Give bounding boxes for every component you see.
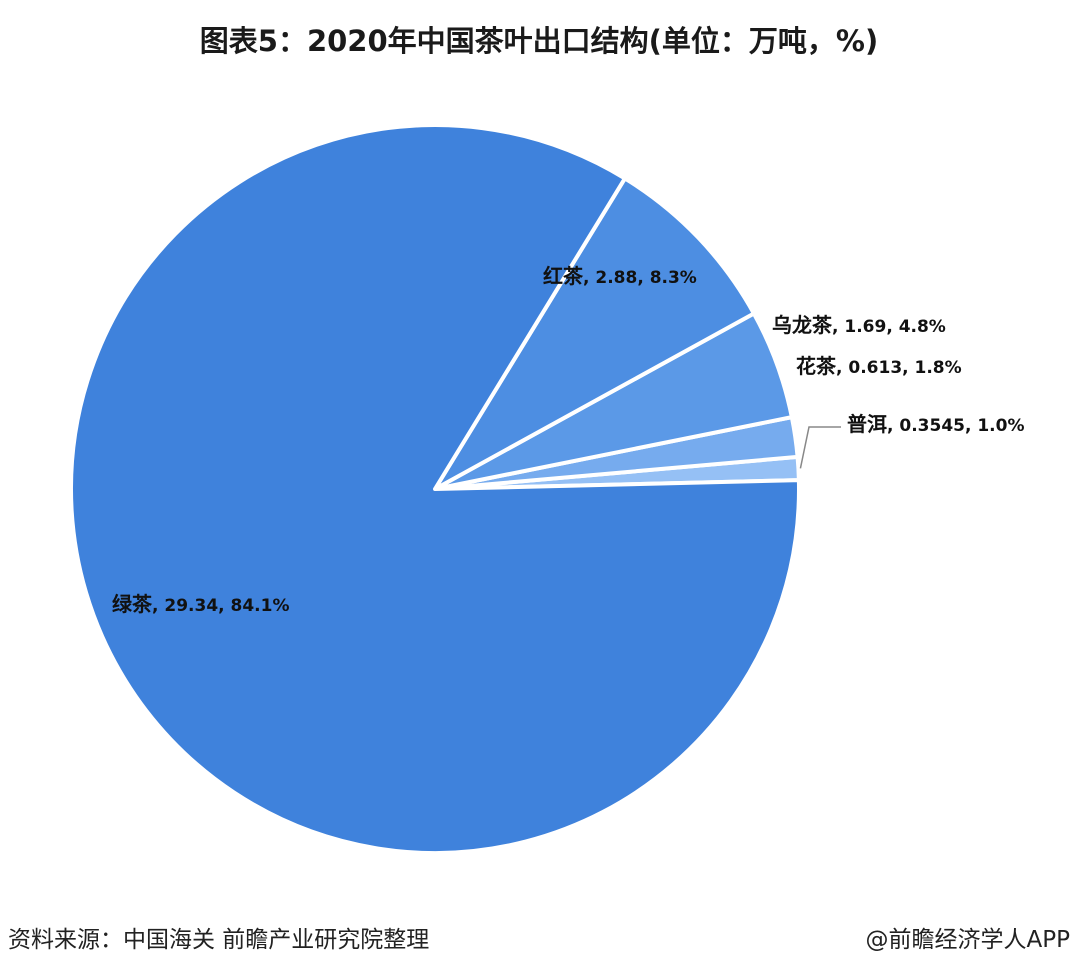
data-label-4: 花茶, 0.613, 1.8% <box>796 354 962 378</box>
pie-slices <box>69 123 801 855</box>
data-label-1: 绿茶, 29.34, 84.1% <box>112 592 290 616</box>
pie-slice-2 <box>433 176 756 491</box>
pie-slice-1 <box>69 123 801 855</box>
data-label-3: 乌龙茶, 1.69, 4.8% <box>772 313 946 337</box>
leader-line-5 <box>799 426 841 469</box>
data-label-2: 红茶, 2.88, 8.3% <box>543 264 697 288</box>
data-label-5: 普洱, 0.3545, 1.0% <box>847 412 1025 436</box>
leader-lines <box>799 426 841 469</box>
source-note: 资料来源：中国海关 前瞻产业研究院整理 <box>8 927 430 953</box>
data-labels: 普洱, 0.3545, 1.0% 花茶, 0.613, 1.8% 乌龙茶, 1.69… <box>112 264 1025 616</box>
credit-note: @前瞻经济学人APP <box>865 927 1070 953</box>
chart-title: 图表5：2020年中国茶叶出口结构(单位：万吨，%) <box>199 24 879 58</box>
